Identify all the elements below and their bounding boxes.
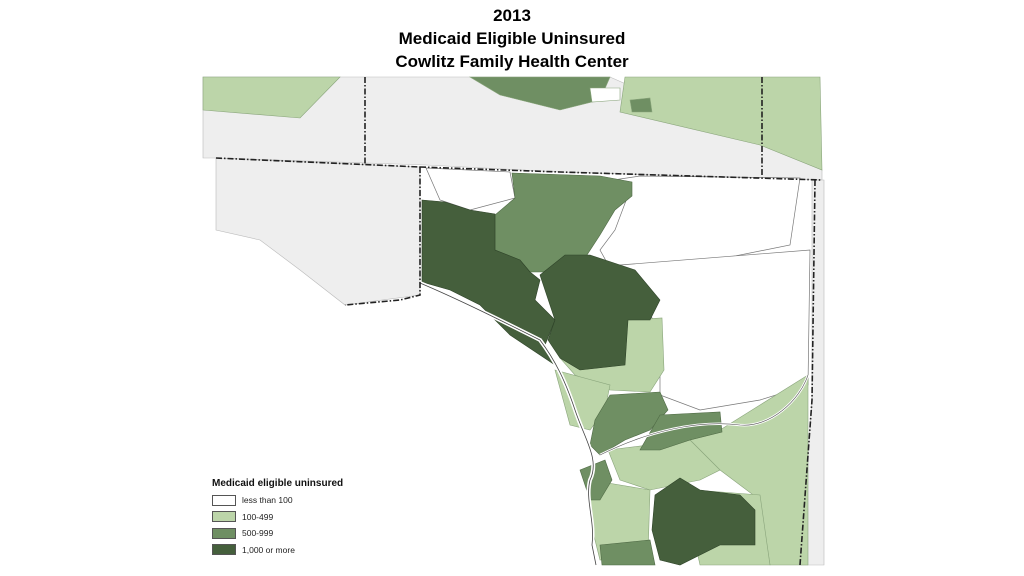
legend-label: 1,000 or more [242,544,295,555]
tracts-less-than-100 [425,167,811,411]
top-neighbor-tracts [202,76,823,171]
legend-label: 100-499 [242,511,274,522]
title-year: 2013 [493,6,531,25]
legend-swatch-500-999 [212,527,236,539]
legend-label: less than 100 [242,495,293,506]
legend-item: 100-499 [212,509,343,526]
legend-item: less than 100 [212,492,343,509]
tracts-500-999 [494,172,723,566]
map-legend: Medicaid eligible uninsured less than 10… [212,478,343,558]
legend-title: Medicaid eligible uninsured [212,478,344,489]
title-subject: Medicaid Eligible Uninsured [398,29,626,48]
legend-label: 500-999 [242,528,274,539]
legend-item: 500-999 [212,525,343,542]
cowlitz-river-outline [599,374,809,456]
legend-item: 1,000 or more [212,542,343,559]
title-area: Cowlitz Family Health Center [395,52,629,71]
tracts-1000-plus [421,199,756,566]
river-outline [419,282,597,566]
legend-swatch-100-499 [212,511,236,523]
county-boundaries [215,77,823,566]
legend-swatch-less-than-100 [212,494,236,506]
map-title: 2013 Medicaid Eligible Uninsured Cowlitz… [0,4,1024,73]
legend-swatch-1000-or-more [212,544,236,556]
